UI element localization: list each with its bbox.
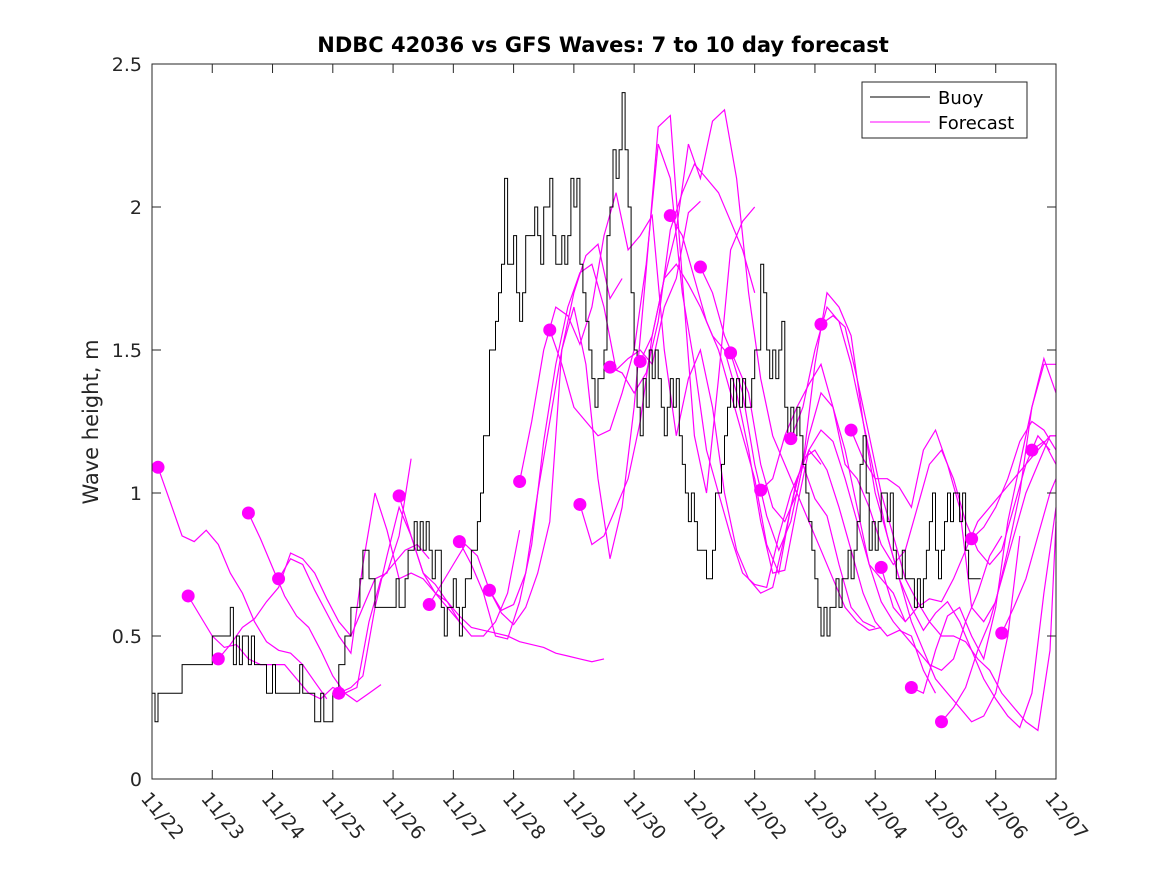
forecast-line — [609, 162, 756, 395]
legend: Buoy Forecast — [861, 81, 1028, 139]
forecast-line — [911, 363, 1056, 695]
forecast-start-marker — [482, 583, 496, 597]
forecast-start-marker — [272, 572, 286, 586]
chart-title: NDBC 42036 vs GFS Waves: 7 to 10 day for… — [317, 33, 888, 57]
y-axis-label: Wave height, m — [79, 339, 103, 504]
forecast-line — [579, 108, 882, 631]
y-tick-label: 1.5 — [112, 340, 142, 362]
x-tick-label: 12/05 — [920, 788, 972, 844]
x-tick-label: 11/29 — [558, 788, 610, 844]
plot-area-frame — [151, 63, 1057, 780]
forecast-line — [699, 266, 1003, 672]
legend-forecast-label: Forecast — [938, 113, 1014, 134]
y-tick-label: 2.5 — [112, 54, 142, 76]
forecast-start-marker — [904, 680, 918, 694]
forecast-start-marker — [422, 598, 436, 612]
x-tick-label: 11/25 — [317, 788, 369, 844]
forecast-line — [941, 435, 1056, 723]
forecast-start-marker — [392, 489, 406, 503]
forecast-line — [398, 495, 605, 663]
forecast-start-marker — [543, 323, 557, 337]
x-tick-label: 11/23 — [196, 788, 248, 844]
legend-box — [861, 81, 1028, 139]
x-axis: 11/22 11/23 11/24 11/25 11/26 11/27 11/28 11/29… — [136, 64, 1092, 844]
forecast-start-marker — [513, 475, 527, 489]
forecast-start-marker — [211, 652, 225, 666]
forecast-start-marker — [814, 317, 828, 331]
x-tick-label: 11/30 — [618, 788, 670, 844]
forecast-start-marker — [603, 360, 617, 374]
forecast-start-marker — [844, 423, 858, 437]
y-tick-label: 0 — [130, 769, 142, 791]
forecast-start-marker — [241, 506, 255, 520]
x-tick-label: 11/28 — [498, 788, 550, 844]
forecast-line — [730, 291, 1021, 723]
x-tick-label: 12/06 — [980, 788, 1032, 844]
x-tick-label: 12/03 — [799, 788, 851, 844]
forecast-line — [157, 467, 328, 700]
forecast-line — [217, 458, 412, 660]
y-tick-label: 0.5 — [112, 626, 142, 648]
forecast-start-marker — [965, 532, 979, 546]
forecast-start-marker — [934, 715, 948, 729]
x-tick-label: 12/01 — [679, 788, 731, 844]
forecast-start-marker — [633, 354, 647, 368]
forecast-start-marker — [874, 560, 888, 574]
legend-buoy-label: Buoy — [938, 88, 984, 109]
forecast-line — [338, 505, 521, 694]
buoy-series-layer — [152, 92, 981, 723]
forecast-start-marker — [452, 535, 466, 549]
forecast-start-marker — [784, 432, 798, 446]
forecast-start-marker — [995, 626, 1009, 640]
forecast-start-marker — [754, 483, 768, 497]
x-tick-label: 11/26 — [377, 788, 429, 844]
forecast-line — [549, 143, 876, 628]
forecast-start-marker — [151, 460, 165, 474]
buoy-line — [152, 92, 981, 723]
forecast-start-marker — [663, 209, 677, 223]
forecast-line — [488, 114, 756, 626]
x-tick-label: 12/07 — [1040, 788, 1092, 844]
forecast-line — [850, 356, 1057, 623]
forecast-line — [278, 492, 460, 655]
forecast-line — [790, 305, 1057, 729]
y-tick-label: 2 — [130, 197, 142, 219]
forecast-start-marker — [1025, 443, 1039, 457]
y-tick-label: 1 — [130, 483, 142, 505]
forecast-marker-layer — [151, 209, 1039, 729]
forecast-line — [820, 314, 1057, 732]
forecast-series-layer — [157, 108, 1057, 732]
forecast-start-marker — [693, 260, 707, 274]
y-axis: 0 0.5 1 1.5 2 2.5 — [112, 54, 1056, 791]
forecast-line — [458, 200, 701, 640]
x-tick-label: 12/04 — [859, 788, 911, 844]
forecast-start-marker — [181, 589, 195, 603]
forecast-line — [639, 263, 906, 622]
x-tick-label: 11/22 — [136, 788, 188, 844]
x-tick-label: 11/27 — [438, 788, 490, 844]
forecast-line — [1001, 478, 1057, 634]
forecast-line — [971, 420, 1057, 540]
forecast-start-marker — [573, 497, 587, 511]
forecast-start-marker — [724, 346, 738, 360]
forecast-line — [187, 595, 382, 703]
x-tick-label: 11/24 — [257, 788, 309, 844]
x-tick-label: 12/02 — [739, 788, 791, 844]
forecast-start-marker — [332, 686, 346, 700]
